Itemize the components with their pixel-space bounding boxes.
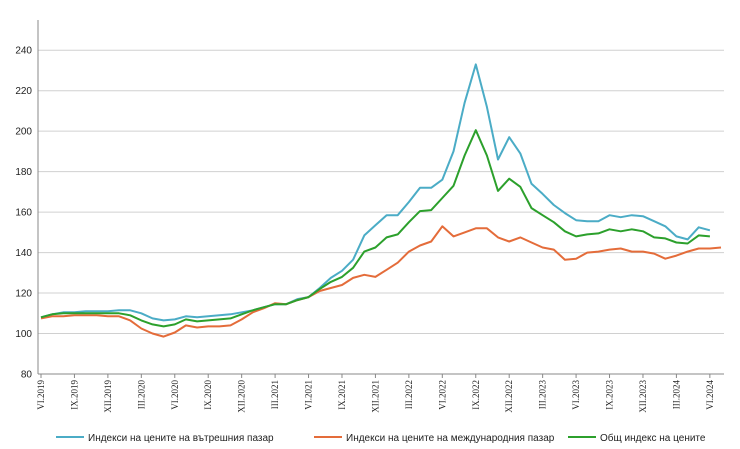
- legend-entry-total: Общ индекс на цените: [568, 432, 706, 444]
- y-tick-label: 220: [15, 86, 32, 97]
- x-tick-label: VI.2022: [437, 380, 447, 410]
- legend-entry-domestic: Индекси на цените на вътрешния пазар: [56, 433, 274, 444]
- y-tick-label: 200: [15, 127, 32, 138]
- x-tick-label: VI.2024: [705, 380, 715, 410]
- x-tick-label: III.2022: [404, 380, 414, 409]
- y-axis-tick-labels: 80 100 120 140 160 180 200 220 240: [15, 46, 32, 381]
- series-lines: [40, 63, 722, 338]
- gridlines: [38, 49, 724, 375]
- x-tick-label: IX.2023: [605, 380, 615, 410]
- legend: Индекси на цените на вътрешния пазар Инд…: [56, 432, 706, 444]
- series-domestic-line: [40, 63, 711, 322]
- x-tick-label: VI.2019: [36, 380, 46, 410]
- x-tick-label: XII.2020: [237, 380, 247, 413]
- y-tick-label: 160: [15, 208, 32, 219]
- x-tick-label: VI.2023: [571, 380, 581, 410]
- x-tick-label: III.2024: [671, 380, 681, 410]
- y-tick-label: 100: [15, 329, 32, 340]
- series-international-line: [40, 225, 722, 338]
- legend-label-international: Индекси на цените на международния пазар: [346, 433, 555, 444]
- x-tick-label: VI.2021: [304, 380, 314, 410]
- legend-entry-international: Индекси на цените на международния пазар: [314, 433, 555, 444]
- y-tick-label: 140: [15, 248, 32, 259]
- y-tick-label: 80: [21, 370, 33, 381]
- x-tick-label: III.2020: [136, 380, 146, 410]
- legend-label-total: Общ индекс на цените: [600, 432, 706, 444]
- x-axis-tick-labels: VI.2019 IX.2019 XII.2019 III.2020 VI.2020 IX.…: [36, 380, 715, 413]
- axes: [37, 20, 724, 378]
- y-tick-label: 180: [15, 167, 32, 178]
- x-tick-label: XII.2019: [103, 380, 113, 413]
- x-tick-label: IX.2022: [471, 380, 481, 410]
- x-tick-label: XII.2022: [504, 380, 514, 413]
- x-tick-label: IX.2020: [203, 380, 213, 410]
- y-tick-label: 120: [15, 289, 32, 300]
- legend-label-domestic: Индекси на цените на вътрешния пазар: [88, 433, 274, 444]
- x-tick-label: XII.2023: [638, 380, 648, 413]
- x-tick-label: III.2023: [538, 380, 548, 410]
- x-tick-label: VI.2020: [170, 380, 180, 410]
- x-tick-label: III.2021: [270, 380, 280, 409]
- y-tick-label: 240: [15, 46, 32, 57]
- x-tick-label: XII.2021: [370, 380, 380, 413]
- x-tick-label: IX.2021: [337, 380, 347, 410]
- series-total-line: [40, 129, 710, 328]
- x-tick-label: IX.2019: [69, 380, 79, 410]
